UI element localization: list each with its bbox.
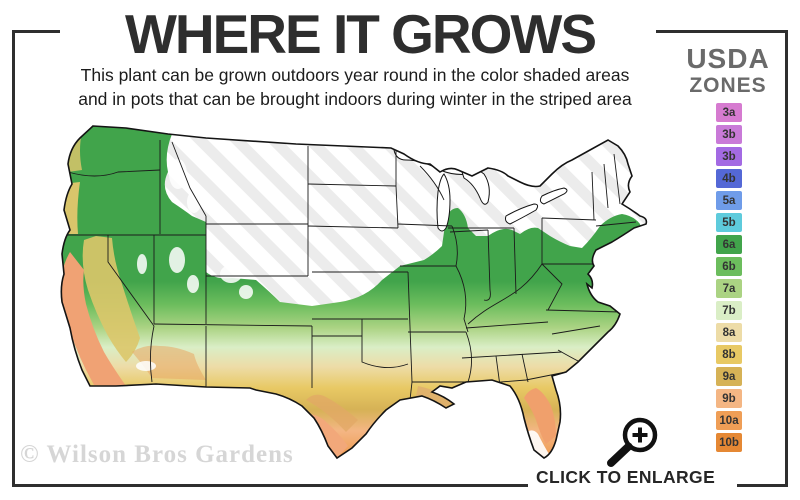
- legend-zone-chip-3b: 3b: [716, 147, 742, 166]
- watermark: © Wilson Bros Gardens: [20, 441, 294, 468]
- legend-zone-chip-5b: 5b: [716, 213, 742, 232]
- legend-zone-label: 3b: [722, 128, 736, 141]
- legend-zone-label: 5a: [722, 194, 736, 207]
- louisiana-delta-tan: [416, 386, 454, 408]
- legend-zone-chip-5a: 5a: [716, 191, 742, 210]
- legend-zone-list: 3a 3b 3b 4b 5a 5b 6a 6b 7a 7b 8a 8b 9a 9b 10a 10b: [716, 103, 742, 455]
- frame-top-left-segment: [12, 30, 60, 33]
- legend-zone-label: 10b: [719, 436, 739, 449]
- frame-right: [785, 30, 788, 487]
- frame-bottom-right-segment: [737, 484, 788, 487]
- legend-zone-label: 9b: [722, 392, 736, 405]
- california-coast-orange: [61, 252, 126, 386]
- legend-title-zones: ZONES: [689, 74, 767, 97]
- lake-ontario: [539, 187, 568, 205]
- click-to-enlarge-button[interactable]: CLICK TO ENLARGE: [536, 467, 716, 487]
- legend-zone-label: 7a: [722, 282, 736, 295]
- page-subtitle: This plant can be grown outdoors year ro…: [35, 63, 675, 111]
- legend-zone-chip-4b: 4b: [716, 169, 742, 188]
- legend-zone-chip-7b: 7b: [716, 301, 742, 320]
- frame-left: [12, 30, 15, 487]
- legend-zone-chip-9a: 9a: [716, 367, 742, 386]
- florida-orange: [524, 388, 556, 444]
- florida-tip-white: [527, 430, 549, 458]
- legend-zone-chip-9b: 9b: [716, 389, 742, 408]
- legend-zone-chip-6b: 6b: [716, 257, 742, 276]
- legend-title: USDA ZONES: [664, 44, 792, 98]
- legend-zone-label: 8a: [722, 326, 736, 339]
- legend-zone-label: 6b: [722, 260, 736, 273]
- us-map-svg: [60, 125, 648, 459]
- legend-zone-label: 3b: [722, 150, 736, 163]
- legend-zone-chip-6a: 6a: [716, 235, 742, 254]
- frame-top-right-segment: [656, 30, 788, 33]
- legend-zone-label: 3a: [722, 106, 736, 119]
- legend-zone-label: 8b: [722, 348, 736, 361]
- legend-zone-chip-7a: 7a: [716, 279, 742, 298]
- subtitle-line-2: and in pots that can be brought indoors …: [78, 89, 632, 109]
- legend-zone-label: 9a: [722, 370, 736, 383]
- legend-zone-label: 7b: [722, 304, 736, 317]
- california-valley-yellow: [82, 236, 140, 362]
- legend-zone-chip-8b: 8b: [716, 345, 742, 364]
- legend-zone-chip-3a: 3a: [716, 103, 742, 122]
- legend-title-usda: USDA: [686, 43, 770, 74]
- legend-zone-label: 5b: [722, 216, 736, 229]
- legend-zone-chip-8a: 8a: [716, 323, 742, 342]
- page-title: WHERE IT GROWS: [124, 3, 597, 65]
- zoom-in-icon[interactable]: [598, 410, 662, 475]
- state-borders: [61, 140, 637, 403]
- south-texas-orange: [306, 394, 358, 432]
- legend-zone-chip-10a: 10a: [716, 411, 742, 430]
- legend-zone-chip-3b: 3b: [716, 125, 742, 144]
- mountain-white-patches: [136, 159, 253, 371]
- legend-zone-chip-10b: 10b: [716, 433, 742, 452]
- legend-zone-label: 10a: [719, 414, 739, 427]
- frame-bottom-left-segment: [12, 484, 528, 487]
- legend-zone-label: 6a: [722, 238, 736, 251]
- usda-zone-map[interactable]: [56, 114, 660, 470]
- subtitle-line-1: This plant can be grown outdoors year ro…: [80, 65, 630, 85]
- legend-zone-label: 4b: [722, 172, 736, 185]
- lake-erie: [505, 203, 539, 225]
